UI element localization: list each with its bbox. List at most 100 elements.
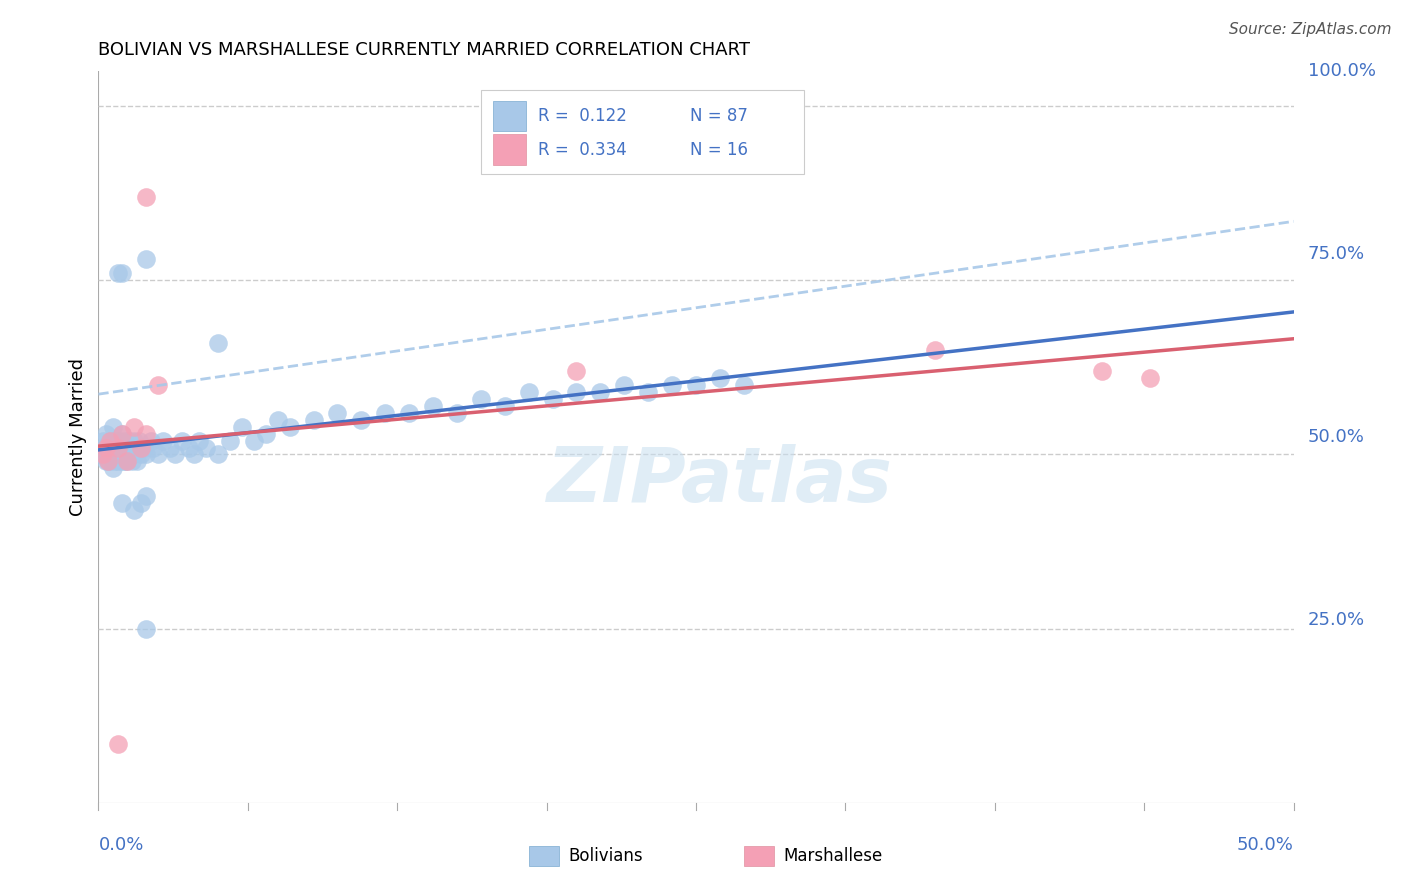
Y-axis label: Currently Married: Currently Married <box>69 358 87 516</box>
Point <box>135 190 157 204</box>
Point <box>108 448 131 462</box>
Point <box>124 419 146 434</box>
Point <box>128 434 150 448</box>
Point <box>326 406 349 420</box>
Point <box>565 364 588 378</box>
Point <box>541 392 564 406</box>
Point <box>661 377 683 392</box>
Point <box>278 419 301 434</box>
Point <box>111 426 134 441</box>
Text: ZIPatlas: ZIPatlas <box>547 444 893 518</box>
Point <box>924 343 946 357</box>
Text: N = 87: N = 87 <box>690 107 748 125</box>
Point <box>94 441 117 455</box>
Point <box>107 448 129 462</box>
Point <box>142 441 165 455</box>
Point <box>98 434 122 448</box>
Point <box>101 434 124 448</box>
Point <box>114 434 136 448</box>
FancyBboxPatch shape <box>481 90 804 174</box>
Bar <box>494 135 526 165</box>
Point <box>97 441 120 455</box>
Point <box>104 434 127 448</box>
Text: Source: ZipAtlas.com: Source: ZipAtlas.com <box>1229 22 1392 37</box>
Point <box>132 441 155 455</box>
Point <box>111 454 134 468</box>
Text: Marshallese: Marshallese <box>783 847 883 865</box>
Text: Bolivians: Bolivians <box>568 847 643 865</box>
Point <box>107 441 129 455</box>
Point <box>1091 364 1114 378</box>
Point <box>179 441 201 455</box>
Point <box>131 496 153 510</box>
Point <box>90 448 112 462</box>
Point <box>148 377 170 392</box>
Point <box>135 489 157 503</box>
Point <box>231 419 253 434</box>
Point <box>98 454 122 468</box>
Point <box>114 448 136 462</box>
Point <box>101 419 124 434</box>
Point <box>613 377 636 392</box>
Point <box>125 441 148 455</box>
Point <box>135 448 157 462</box>
Point <box>374 406 396 420</box>
Text: R =  0.122: R = 0.122 <box>538 107 627 125</box>
Point <box>302 412 325 426</box>
Point <box>118 448 141 462</box>
Point <box>104 448 127 462</box>
Text: 50.0%: 50.0% <box>1308 428 1365 446</box>
Point <box>111 448 134 462</box>
Text: 0.0%: 0.0% <box>98 836 143 854</box>
Bar <box>529 846 558 866</box>
Point <box>101 448 124 462</box>
Point <box>97 454 120 468</box>
Bar <box>494 101 526 131</box>
Point <box>254 426 277 441</box>
Text: 25.0%: 25.0% <box>1308 611 1365 629</box>
Text: N = 16: N = 16 <box>690 141 748 159</box>
Point <box>111 426 134 441</box>
Point <box>94 441 117 455</box>
Text: 50.0%: 50.0% <box>1237 836 1294 854</box>
Point <box>107 266 129 280</box>
Point <box>709 371 731 385</box>
Point <box>115 454 138 468</box>
Point <box>118 434 141 448</box>
Point <box>125 454 148 468</box>
Point <box>637 384 659 399</box>
Point <box>350 412 373 426</box>
Point <box>121 441 143 455</box>
Point <box>135 622 157 636</box>
Point <box>131 441 153 455</box>
Point <box>111 441 134 455</box>
Point <box>243 434 266 448</box>
Point <box>104 441 127 455</box>
Text: 100.0%: 100.0% <box>1308 62 1376 80</box>
Point <box>163 448 186 462</box>
Point <box>124 503 146 517</box>
Point <box>159 441 181 455</box>
Point <box>195 441 218 455</box>
Point <box>733 377 755 392</box>
Point <box>115 448 138 462</box>
Point <box>115 441 138 455</box>
Point <box>398 406 420 420</box>
Point <box>589 384 612 399</box>
Point <box>124 434 146 448</box>
Point <box>91 434 114 448</box>
Point <box>94 426 117 441</box>
Point <box>131 448 153 462</box>
Point <box>107 737 129 751</box>
Text: BOLIVIAN VS MARSHALLESE CURRENTLY MARRIED CORRELATION CHART: BOLIVIAN VS MARSHALLESE CURRENTLY MARRIE… <box>98 41 751 59</box>
Point <box>107 441 129 455</box>
Point <box>267 412 290 426</box>
Point <box>1139 371 1161 385</box>
Point <box>135 252 157 267</box>
Point <box>565 384 588 399</box>
Point <box>152 434 174 448</box>
Point <box>98 441 122 455</box>
Point <box>219 434 242 448</box>
Point <box>111 266 134 280</box>
Point <box>139 434 162 448</box>
